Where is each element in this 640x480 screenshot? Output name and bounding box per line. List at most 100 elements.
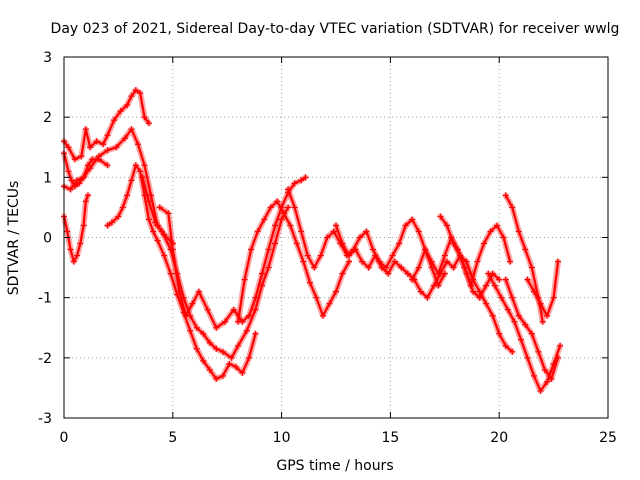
satellite-track-7-point: [259, 270, 266, 277]
satellite-track-7-point: [252, 294, 259, 301]
satellite-track-1-point: [128, 93, 135, 100]
satellite-track-5-point: [226, 360, 233, 367]
satellite-track-10-line: [334, 224, 514, 353]
satellite-track-10-point: [496, 330, 503, 337]
satellite-track-7-point: [195, 288, 202, 295]
satellite-track-12-point: [463, 270, 470, 277]
satellite-track-1-point: [87, 144, 94, 151]
satellite-track-8-point: [333, 288, 339, 295]
satellite-track-10-point: [333, 222, 339, 229]
satellite-track-15-point: [509, 204, 516, 211]
satellite-track-8-point: [241, 276, 248, 283]
satellite-track-7-point: [176, 288, 183, 295]
satellite-track-10-point: [509, 348, 516, 355]
y-tick-label: 0: [43, 231, 52, 247]
satellite-track-4-point: [84, 192, 91, 199]
satellite-track-5-point: [161, 252, 168, 259]
satellite-track-4-point: [64, 228, 71, 235]
y-tick-label: -3: [38, 411, 52, 427]
satellite-track-12-point: [483, 282, 490, 289]
satellite-track-6-point: [152, 219, 159, 226]
satellite-track-9-point: [389, 252, 396, 259]
x-tick-label: 0: [60, 430, 69, 446]
satellite-track-11-point: [474, 258, 481, 265]
satellite-track-11-point: [415, 264, 422, 271]
satellite-track-9-point: [409, 216, 416, 223]
satellite-track-4-point: [74, 252, 81, 259]
satellite-track-14-point: [535, 348, 542, 355]
satellite-track-9-point: [363, 228, 370, 235]
satellite-track-13-point: [544, 378, 551, 385]
satellite-track-6-point: [200, 330, 207, 337]
satellite-track-5-point: [132, 162, 139, 169]
satellite-track-3-point: [71, 183, 78, 190]
satellite-track-12-point: [443, 222, 450, 229]
satellite-track-13-line: [487, 272, 562, 392]
satellite-track-10-point: [489, 312, 496, 319]
satellite-track-12-point: [450, 240, 457, 247]
satellite-track-3-point: [84, 162, 91, 169]
satellite-track-1-point: [93, 138, 100, 145]
satellite-track-10-point: [372, 252, 379, 259]
satellite-track-10-point: [443, 258, 450, 265]
satellite-track-1-point: [104, 132, 111, 139]
satellite-track-7-point: [245, 312, 252, 319]
chart-title: Day 023 of 2021, Sidereal Day-to-day VTE…: [51, 21, 620, 37]
satellite-track-5-point: [145, 216, 152, 223]
satellite-track-7-point: [265, 246, 272, 253]
satellite-track-13-point: [485, 270, 492, 277]
satellite-track-12-point: [457, 252, 464, 259]
satellite-track-13-point: [524, 354, 531, 361]
satellite-track-8-line: [237, 200, 351, 323]
satellite-track-10-point: [463, 258, 470, 265]
satellite-track-14-point: [515, 312, 522, 319]
satellite-track-4-point: [70, 258, 77, 265]
satellite-track-11-point: [435, 270, 442, 277]
satellite-track-2-point: [128, 126, 135, 133]
satellite-track-15-point: [515, 228, 522, 235]
satellite-track-7-point: [302, 174, 309, 181]
satellite-track-2-point: [121, 135, 128, 142]
satellite-track-12-point: [476, 294, 483, 301]
satellite-track-9-point: [317, 252, 324, 259]
satellite-track-13-point: [491, 282, 498, 289]
satellite-track-3-point: [68, 177, 75, 184]
satellite-track-5-point: [187, 327, 194, 334]
satellite-track-10-point: [424, 294, 431, 301]
satellite-track-5-point: [137, 168, 144, 175]
satellite-track-5-point: [232, 363, 239, 370]
satellite-track-14-point: [502, 276, 509, 283]
satellite-track-1-point: [137, 90, 144, 97]
satellite-track-8-point: [248, 246, 255, 253]
satellite-track-5-point: [200, 357, 207, 364]
satellite-track-10-point: [365, 264, 372, 271]
satellite-track-5-point: [128, 177, 135, 184]
satellite-track-3-line: [62, 152, 109, 188]
satellite-track-5-point: [119, 204, 126, 211]
satellite-track-9-point: [304, 252, 311, 259]
satellite-track-11-point: [494, 222, 501, 229]
satellite-track-5-point: [104, 222, 111, 229]
satellite-track-8-point: [319, 312, 326, 319]
satellite-track-11-point: [441, 252, 448, 259]
satellite-track-8-point: [267, 204, 274, 211]
satellite-track-9-point: [330, 228, 337, 235]
x-tick-label: 5: [168, 430, 177, 446]
satellite-track-4-point: [82, 198, 89, 205]
satellite-track-16-point: [524, 276, 531, 283]
x-axis-label: GPS time / hours: [276, 458, 393, 474]
satellite-track-9-point: [415, 228, 422, 235]
satellite-track-2-point: [134, 141, 141, 148]
data-series: [61, 87, 564, 394]
satellite-track-6-point: [243, 327, 250, 334]
satellite-track-2-point: [74, 177, 81, 184]
satellite-track-1-point: [65, 144, 72, 151]
satellite-track-10-point: [359, 258, 366, 265]
satellite-track-6-point: [265, 264, 272, 271]
x-tick-label: 15: [381, 430, 399, 446]
y-tick-label: 1: [43, 170, 52, 186]
satellite-track-14-point: [541, 366, 548, 373]
satellite-track-8-point: [235, 318, 242, 325]
satellite-track-6-point: [139, 174, 146, 181]
satellite-track-5-point: [150, 228, 157, 235]
